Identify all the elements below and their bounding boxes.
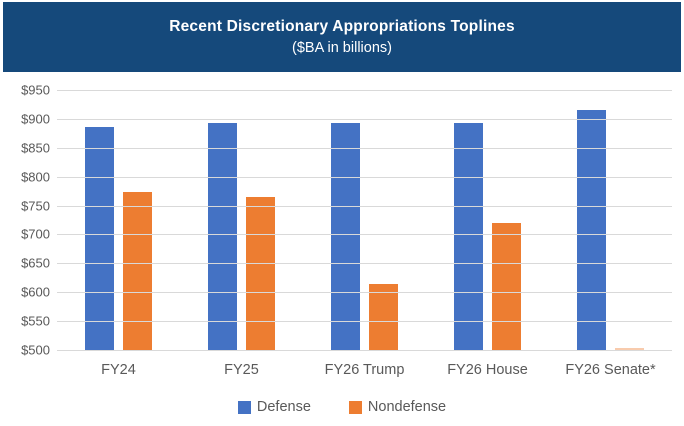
- x-tick-label: FY25: [224, 362, 259, 378]
- bar-defense-4: [454, 122, 483, 350]
- bar-defense-5: [577, 110, 606, 350]
- chart-title: Recent Discretionary Appropriations Topl…: [169, 18, 515, 36]
- title-banner: Recent Discretionary Appropriations Topl…: [3, 2, 681, 72]
- bar-nondefense-5: [615, 348, 644, 350]
- legend-label: Nondefense: [367, 399, 447, 415]
- gridline-500: [57, 350, 672, 351]
- gridline-950: [57, 90, 672, 91]
- gridline-700: [57, 234, 672, 236]
- x-axis-labels: FY24 FY25 FY26 Trump FY26 House FY26 Senate*: [57, 362, 672, 378]
- legend-item-nondefense: Nondefense: [348, 399, 447, 415]
- gridline-600: [57, 292, 672, 294]
- bar-nondefense-2: [246, 196, 275, 350]
- legend-swatch-icon: [237, 400, 251, 414]
- gridline-650: [57, 263, 672, 265]
- y-axis-labels: $950 $900 $850 $800 $750 $700 $650 $600 $550 $500: [6, 84, 50, 357]
- gridline-550: [57, 321, 672, 323]
- gridline-800: [57, 176, 672, 178]
- y-tick-label: $650: [21, 255, 50, 271]
- bar-defense-3: [331, 122, 360, 350]
- bar-group-fy25: [180, 90, 303, 350]
- chart-subtitle: ($BA in billions): [292, 40, 392, 57]
- y-tick-label: $950: [21, 82, 50, 98]
- bar-group-fy26-house: [426, 90, 549, 350]
- gridline-750: [57, 205, 672, 207]
- bar-nondefense-1: [123, 192, 152, 350]
- gridline-900: [57, 118, 672, 120]
- bar-group-fy24: [57, 90, 180, 350]
- legend-label: Defense: [256, 399, 311, 415]
- bar-defense-1: [85, 126, 114, 350]
- gridline-850: [57, 147, 672, 149]
- bar-nondefense-4: [492, 222, 521, 350]
- y-tick-label: $750: [21, 198, 50, 214]
- legend-item-defense: Defense: [237, 399, 311, 415]
- x-tick-label: FY26 Senate*: [565, 362, 656, 378]
- bar-group-fy26-trump: [303, 90, 426, 350]
- y-tick-label: $800: [21, 169, 50, 185]
- y-tick-label: $850: [21, 140, 50, 156]
- bars-container: [57, 90, 672, 350]
- y-tick-label: $500: [21, 342, 50, 358]
- y-tick-label: $900: [21, 111, 50, 127]
- plot-area: [57, 90, 672, 351]
- y-tick-label: $550: [21, 313, 50, 329]
- x-tick-label: FY26 House: [447, 362, 528, 378]
- bar-group-fy26-senate-: [549, 90, 672, 350]
- legend: Defense Nondefense: [0, 399, 684, 415]
- x-tick-label: FY26 Trump: [324, 362, 405, 378]
- legend-swatch-icon: [348, 400, 362, 414]
- y-tick-label: $700: [21, 226, 50, 242]
- x-tick-label: FY24: [101, 362, 136, 378]
- y-tick-label: $600: [21, 284, 50, 300]
- bar-defense-2: [208, 122, 237, 350]
- bar-nondefense-3: [369, 283, 398, 350]
